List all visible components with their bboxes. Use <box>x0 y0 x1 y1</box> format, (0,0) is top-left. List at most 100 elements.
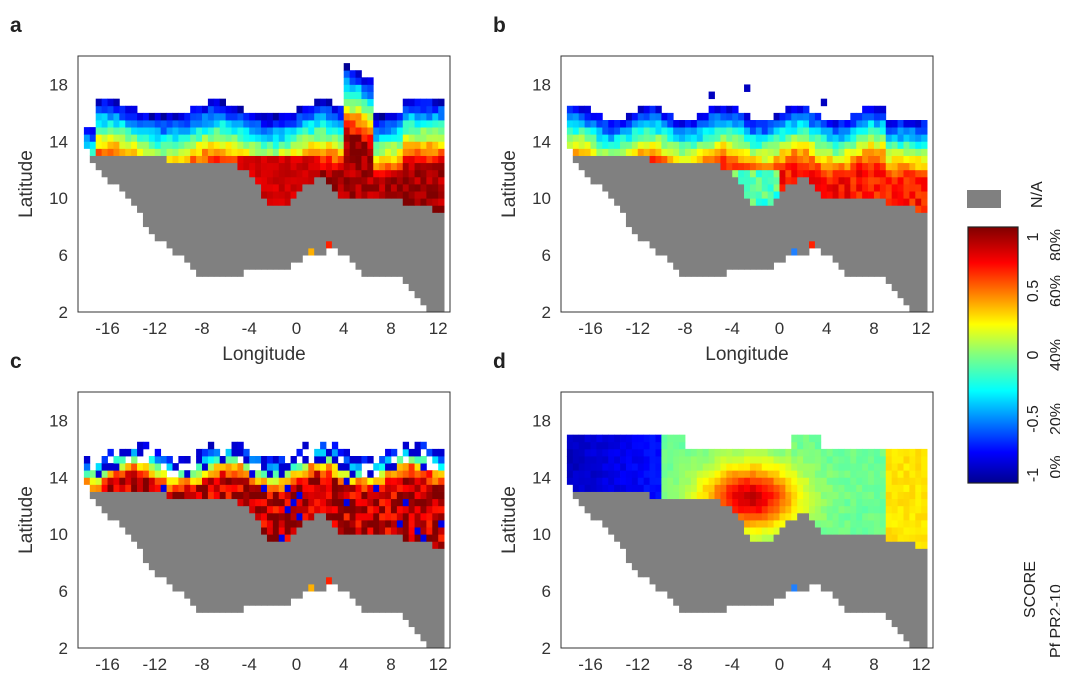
map-cell <box>320 98 327 107</box>
map-cell <box>620 448 627 457</box>
map-cell <box>714 527 721 535</box>
map-cell <box>337 226 345 235</box>
map-cell <box>296 255 303 263</box>
map-cell <box>213 233 221 242</box>
map-cell <box>326 226 333 235</box>
map-cell <box>266 226 274 235</box>
map-cell <box>113 463 120 471</box>
map-cell <box>749 240 757 249</box>
map-cell <box>243 477 250 485</box>
map-cell <box>219 576 227 585</box>
map-cell <box>237 155 244 164</box>
map-cell <box>885 569 893 578</box>
map-cell <box>284 512 291 521</box>
map-cell <box>438 520 445 528</box>
map-cell <box>402 255 410 263</box>
map-cell <box>749 134 757 142</box>
map-cell <box>243 584 250 592</box>
map-cell <box>614 184 621 192</box>
map-cell <box>661 477 668 485</box>
map-cell <box>320 155 327 164</box>
map-cell <box>379 527 386 535</box>
map-cell <box>779 491 786 500</box>
map-cell <box>432 598 439 606</box>
map-cell <box>361 120 368 128</box>
map-cell <box>761 527 769 535</box>
map-cell <box>131 141 138 149</box>
map-cell <box>385 555 392 564</box>
map-cell <box>408 219 415 228</box>
map-cell <box>897 212 904 220</box>
map-cell <box>231 555 238 564</box>
map-cell <box>673 441 680 450</box>
map-cell <box>814 555 822 564</box>
map-cell <box>231 191 238 199</box>
map-cell <box>361 605 368 613</box>
map-cell <box>779 576 786 585</box>
map-cell <box>803 176 810 185</box>
map-cell <box>261 212 268 220</box>
map-cell <box>272 498 280 507</box>
map-cell <box>832 541 839 549</box>
map-cell <box>154 184 162 192</box>
map-cell <box>596 148 603 156</box>
map-cell <box>420 477 427 485</box>
map-cell <box>879 484 887 492</box>
map-cell <box>755 470 763 478</box>
map-cell <box>142 463 150 471</box>
map-cell <box>909 198 916 206</box>
map-cell <box>844 541 851 549</box>
map-cell <box>885 448 893 457</box>
map-cell <box>225 191 232 199</box>
map-cell <box>832 512 839 521</box>
map-cell <box>184 191 191 199</box>
map-cell <box>249 555 256 564</box>
map-cell <box>891 619 898 628</box>
map-cell <box>326 141 333 149</box>
map-cell <box>414 226 421 235</box>
map-cell <box>820 498 828 507</box>
map-cell <box>850 498 857 507</box>
map-cell <box>178 148 185 156</box>
map-cell <box>773 456 780 464</box>
map-cell <box>361 520 368 528</box>
map-cell <box>702 191 710 199</box>
map-cell <box>402 498 410 507</box>
map-cell <box>219 484 227 492</box>
map-cell <box>190 198 197 206</box>
map-cell <box>278 477 286 485</box>
map-cell <box>738 233 745 242</box>
map-cell <box>909 548 916 556</box>
map-cell <box>643 233 650 242</box>
map-cell <box>897 541 904 549</box>
map-cell <box>255 484 262 492</box>
map-cell <box>590 491 597 500</box>
map-cell <box>690 527 698 535</box>
map-cell <box>255 148 262 156</box>
map-cell <box>320 505 327 514</box>
map-cell <box>178 219 185 228</box>
map-cell <box>426 534 433 542</box>
map-cell <box>909 477 916 485</box>
map-cell <box>673 534 680 542</box>
map-cell <box>408 470 415 478</box>
map-cell <box>667 456 674 464</box>
map-cell <box>355 198 362 206</box>
map-cell <box>738 548 745 556</box>
map-cell <box>426 176 433 185</box>
map-cell <box>738 541 745 549</box>
map-cell <box>326 212 333 220</box>
map-cell <box>667 212 674 220</box>
map-cell <box>631 127 639 135</box>
map-cell <box>909 619 916 628</box>
map-cell <box>708 512 715 521</box>
map-cell <box>243 155 250 164</box>
map-cell <box>172 584 179 592</box>
map-cell <box>261 205 268 213</box>
map-cell <box>290 484 297 492</box>
map-cell <box>326 534 333 542</box>
map-cell <box>231 148 238 156</box>
map-cell <box>414 484 421 492</box>
map-cell <box>915 584 922 592</box>
map-cell <box>396 148 404 156</box>
